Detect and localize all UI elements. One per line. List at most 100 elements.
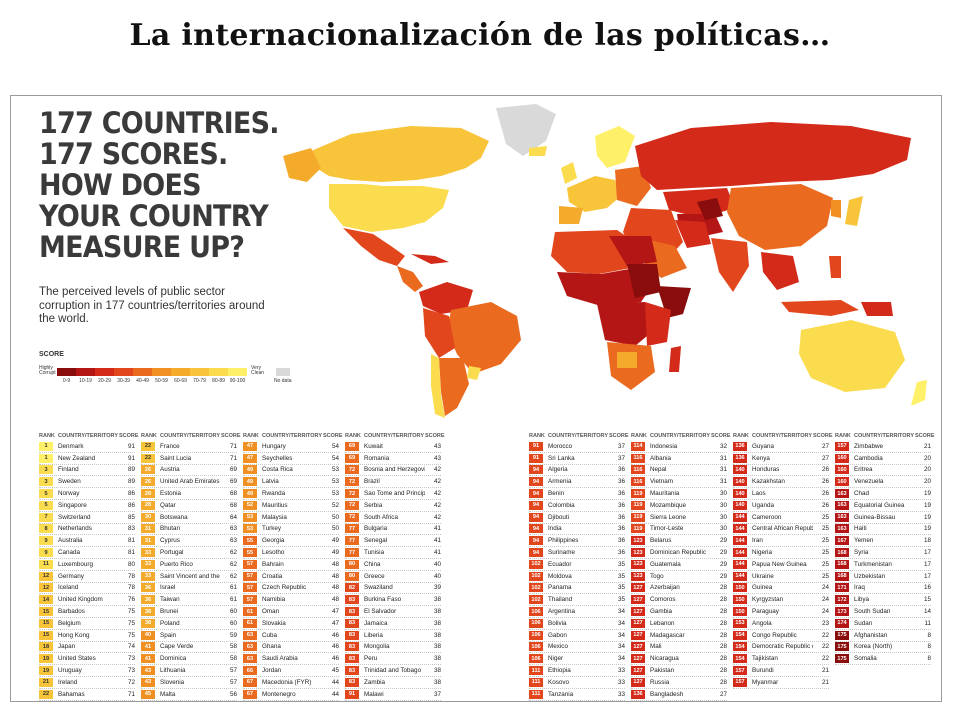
country-score: 30 (719, 501, 727, 509)
ranking-row: 163 Haiti 19 (835, 524, 931, 536)
country-name: Afghanistan (854, 631, 888, 639)
ranking-row: 43 Slovenia 57 (141, 677, 237, 689)
map-iran (675, 220, 711, 248)
country-score: 72 (127, 678, 135, 686)
country-score: 28 (719, 608, 727, 616)
ranking-row: 67 Montenegro 44 (243, 689, 339, 701)
rank-badge: 8 (39, 524, 53, 534)
country-score: 64 (229, 513, 237, 521)
country-score: 78 (127, 584, 135, 592)
country-score: 53 (331, 478, 339, 486)
map-western-europe (567, 176, 621, 212)
rank-badge: 33 (141, 559, 155, 569)
country-name: Trinidad and Tobago (364, 667, 422, 675)
country-score: 34 (617, 608, 625, 616)
ranking-row: 94 Philippines 36 (529, 535, 625, 548)
ranking-row: 22 Saint Lucia 71 (141, 453, 237, 465)
country-score: 14 (923, 608, 931, 616)
ranking-row: 49 Costa Rica 53 (243, 465, 339, 477)
country-score: 39 (433, 584, 441, 592)
country-name: Denmark (58, 442, 84, 450)
country-score: 31 (719, 454, 727, 462)
ranking-row: 36 Israel 61 (141, 583, 237, 595)
legend-low-label: Highly Corrupt (39, 365, 56, 376)
rank-badge: 144 (733, 536, 747, 546)
rank-badge: 7 (39, 512, 53, 522)
ranking-row: 116 Nepal 31 (631, 465, 727, 477)
country-score: 25 (821, 560, 829, 568)
country-score: 89 (127, 478, 135, 486)
rank-badge: 140 (733, 489, 747, 499)
ranking-column: RANK COUNTRY/TERRITORY SCORE 1 Denmark 91 1 New… (39, 431, 139, 701)
ranking-row: 172 Libya 15 (835, 594, 931, 607)
country-name: Ghana (262, 643, 281, 651)
country-score: 20 (923, 466, 931, 474)
country-name: Tanzania (548, 690, 574, 698)
country-score: 68 (229, 501, 237, 509)
ranking-row: 53 Malaysia 50 (243, 512, 339, 524)
rank-badge: 127 (631, 666, 645, 676)
ranking-row: 144 Ukraine 25 (733, 571, 829, 583)
ranking-row: 61 Oman 47 (243, 606, 339, 618)
country-name: Kosovo (548, 678, 570, 686)
country-score: 46 (331, 631, 339, 639)
ranking-row: 150 Guinea 24 (733, 583, 829, 595)
rank-badge: 127 (631, 618, 645, 628)
map-mexico (343, 228, 405, 266)
rank-badge: 91 (529, 441, 543, 451)
ranking-row: 94 Suriname 36 (529, 547, 625, 559)
country-name: Bulgaria (364, 525, 388, 533)
country-name: Nicaragua (650, 655, 679, 663)
map-central-america (397, 266, 423, 292)
country-name: Albania (650, 454, 672, 462)
country-name: Uganda (752, 501, 775, 509)
country-name: Lesotho (262, 549, 285, 557)
country-name: Venezuela (854, 478, 884, 486)
rank-badge: 136 (733, 441, 747, 451)
ranking-row: 26 United Arab Emirates 69 (141, 476, 237, 489)
country-name: Bolivia (548, 619, 567, 627)
rank-badge: 36 (141, 595, 155, 605)
ranking-row: 55 Georgia 49 (243, 535, 339, 548)
country-score: 75 (127, 631, 135, 639)
rank-badge: 52 (243, 500, 257, 510)
country-score: 26 (821, 501, 829, 509)
map-southeast-asia (761, 252, 799, 290)
rank-badge: 127 (631, 630, 645, 640)
country-name: Madagascar (650, 631, 685, 639)
country-score: 19 (923, 525, 931, 533)
country-name: Ecuador (548, 560, 572, 568)
legend-swatch (209, 368, 228, 376)
country-name: Bahrain (262, 560, 284, 568)
country-score: 60 (229, 619, 237, 627)
rank-badge: 172 (835, 595, 849, 605)
map-afghanistan (697, 198, 723, 220)
country-score: 49 (331, 537, 339, 545)
country-score: 38 (433, 643, 441, 651)
rank-badge: 63 (243, 630, 257, 640)
country-score: 21 (923, 442, 931, 450)
country-score: 21 (821, 667, 829, 675)
country-score: 71 (127, 690, 135, 698)
ranking-row: 94 Benin 36 (529, 488, 625, 500)
country-score: 42 (433, 466, 441, 474)
rank-badge: 49 (243, 489, 257, 499)
country-score: 71 (229, 454, 237, 462)
rank-badge: 72 (345, 477, 359, 487)
country-score: 81 (127, 549, 135, 557)
ranking-row: 157 Zimbabwe 21 (835, 441, 931, 453)
country-score: 34 (617, 643, 625, 651)
country-score: 45 (331, 667, 339, 675)
rank-badge: 5 (39, 489, 53, 499)
ranking-row: 140 Uganda 26 (733, 500, 829, 512)
ranking-row: 83 El Salvador 38 (345, 606, 441, 618)
ranking-row: 22 Bahamas 71 (39, 689, 135, 701)
country-score: 53 (331, 466, 339, 474)
rank-badge: 69 (243, 701, 257, 702)
ranking-row: 94 Armenia 36 (529, 476, 625, 489)
ranking-row: 9 Australia 81 (39, 535, 135, 548)
country-name: Puerto Rico (160, 560, 193, 568)
country-score: 36 (617, 501, 625, 509)
ranking-column: RANK COUNTRY/TERRITORY SCORE 114 Indonesia 32… (631, 431, 731, 701)
rank-badge: 123 (631, 536, 645, 546)
